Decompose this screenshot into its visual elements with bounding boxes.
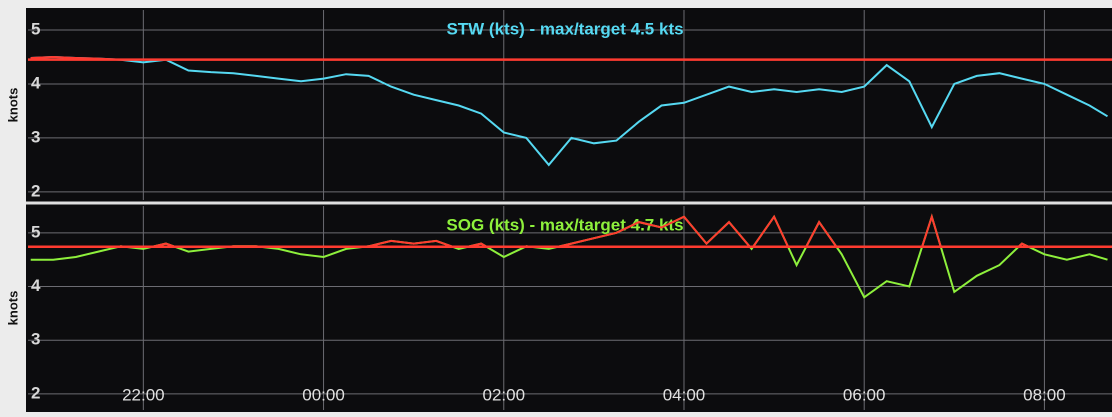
x-tick-label: 06:00 — [843, 385, 886, 404]
y-tick-label: 2 — [31, 383, 40, 402]
x-tick-label: 00:00 — [302, 385, 345, 404]
data-line — [30, 55, 1109, 167]
y-tick-label: 3 — [31, 127, 40, 146]
y-tick-label: 3 — [31, 330, 40, 349]
y-tick-label: 4 — [31, 73, 41, 92]
x-tick-label: 22:00 — [122, 385, 165, 404]
y-axis-label: knots — [5, 88, 20, 123]
x-tick-label: 02:00 — [482, 385, 525, 404]
y-tick-label: 5 — [31, 222, 40, 241]
y-tick-label: 4 — [31, 276, 41, 295]
above-target-line — [114, 213, 1031, 247]
y-axis-label: knots — [5, 291, 20, 326]
chart-title: STW (kts) - max/target 4.5 kts — [446, 19, 683, 38]
x-tick-label: 04:00 — [663, 385, 706, 404]
y-tick-label: 5 — [31, 19, 40, 38]
screen — [26, 8, 1112, 412]
x-tick-label: 08:00 — [1023, 385, 1066, 404]
y-tick-label: 2 — [31, 181, 40, 200]
